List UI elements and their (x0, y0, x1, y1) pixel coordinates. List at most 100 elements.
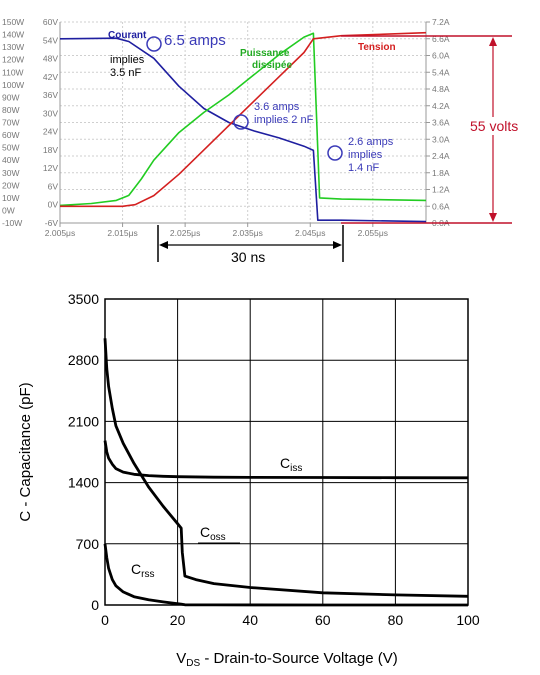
bottom-y-tick: 700 (76, 536, 100, 552)
top-x-tick: 2.035μs (232, 228, 262, 238)
top-left-tick-v: 12V (43, 163, 58, 173)
marker-3-6-amps (233, 114, 249, 130)
bottom-x-axis-label: VDS - Drain-to-Source Voltage (V) (176, 650, 398, 669)
bottom-y-tick: 0 (91, 597, 99, 613)
series-ciss-curve (103, 440, 469, 480)
bottom-x-tick: 40 (242, 612, 258, 628)
top-right-tick: 5.4A (432, 67, 450, 77)
top-right-axis-ticks: 7.2A 6.6A 6.0A 5.4A 4.8A 4.2A 3.6A 3.0A 2.4A 1.8A… (426, 17, 450, 228)
top-left-tick-v: 36V (43, 90, 58, 100)
top-left-tick-w: -10W (2, 218, 22, 228)
top-x-tick: 2.055μs (358, 228, 388, 238)
bottom-y-tick: 3500 (68, 291, 99, 307)
top-left-tick-w: 120W (2, 55, 24, 65)
series-crss-curve (103, 543, 468, 607)
marker-2-6-amps (327, 145, 343, 161)
top-x-tick: 2.025μs (170, 228, 200, 238)
top-left-tick-w: 30W (2, 168, 19, 178)
dim-30ns-arrowhead-left (159, 241, 168, 249)
top-right-tick: 1.8A (432, 168, 450, 178)
top-x-tick: 2.045μs (295, 228, 325, 238)
switching-waveform-chart: 150W 140W 130W 120W 110W 100W 90W 80W 70W 60W 50W 4… (2, 17, 526, 265)
top-right-tick: 0.6A (432, 201, 450, 211)
bottom-plot-frame (104, 298, 469, 606)
top-left-tick-v: 24V (43, 127, 58, 137)
top-left-tick-w: 80W (2, 105, 19, 115)
top-left-tick-w: 50W (2, 143, 19, 153)
top-left-tick-w: 10W (2, 193, 19, 203)
label-coss: Coss (200, 524, 226, 543)
top-right-tick: 3.6A (432, 118, 450, 128)
dim-55v-label-bg (468, 117, 526, 135)
top-left-tick-v: 60V (43, 17, 58, 27)
bottom-x-tick: 100 (456, 612, 480, 628)
top-right-tick: 1.2A (432, 185, 450, 195)
annot-2-6-amps-line2: implies (348, 149, 383, 161)
top-left-tick-v: 48V (43, 54, 58, 64)
bottom-x-tick: 20 (170, 612, 186, 628)
top-right-tick: 3.0A (432, 134, 450, 144)
series-coss-curve (103, 338, 469, 598)
dim-55v-arrowhead-top (489, 37, 497, 46)
annot-6-5-amps: 6.5 amps (164, 32, 226, 49)
top-right-tick: 4.8A (432, 84, 450, 94)
top-x-tick: 2.015μs (107, 228, 137, 238)
top-left-tick-w: 0W (2, 205, 15, 215)
top-left-axis-ticks: 150W 140W 130W 120W 110W 100W 90W 80W 70W 60W 50W 4… (2, 17, 58, 228)
bottom-y-axis-ticks: 0 700 1400 2100 2800 3500 (68, 291, 99, 613)
series-courant-line (59, 37, 427, 223)
top-left-tick-v: -6V (45, 218, 59, 228)
top-right-tick: 4.2A (432, 101, 450, 111)
series-tension-line (60, 31, 427, 208)
marker-6-5-amps (146, 36, 162, 52)
top-left-tick-w: 40W (2, 155, 19, 165)
top-left-tick-w: 130W (2, 42, 24, 52)
legend-courant: Courant (108, 30, 147, 41)
top-right-tick: 2.4A (432, 151, 450, 161)
top-left-tick-v: 42V (43, 72, 58, 82)
top-left-tick-w: 150W (2, 17, 24, 27)
annot-2-6-amps-line1: 2.6 amps (348, 136, 394, 148)
dim-55v-label: 55 volts (470, 118, 518, 134)
label-crss: Crss (131, 561, 154, 580)
bottom-y-tick: 2800 (68, 352, 99, 368)
bottom-series (103, 338, 469, 607)
bottom-x-tick: 60 (315, 612, 331, 628)
series-puissance-line (59, 32, 427, 207)
top-series (59, 31, 427, 223)
annot-implies-3-5nf-line1: implies (110, 54, 145, 66)
annot-3-6-amps-line1: 3.6 amps (254, 101, 300, 113)
top-left-tick-w: 110W (2, 67, 24, 77)
top-left-tick-v: 30V (43, 108, 58, 118)
top-left-tick-v: 18V (43, 145, 58, 155)
top-left-tick-v: 6V (48, 181, 59, 191)
bottom-x-axis-ticks: 0 20 40 60 80 100 (101, 612, 480, 628)
legend-tension: Tension (358, 42, 396, 53)
top-left-tick-w: 140W (2, 30, 24, 40)
bottom-gridlines (104, 298, 469, 606)
top-right-tick: 7.2A (432, 17, 450, 27)
top-left-tick-w: 90W (2, 92, 19, 102)
bottom-y-tick: 2100 (68, 413, 99, 429)
dim-30ns-label: 30 ns (231, 249, 265, 265)
label-ciss: Ciss (280, 455, 302, 474)
top-left-tick-w: 70W (2, 118, 19, 128)
annot-3-6-amps-line2: implies 2 nF (254, 114, 314, 126)
bottom-x-tick: 0 (101, 612, 109, 628)
top-left-tick-v: 54V (43, 35, 58, 45)
bottom-y-axis-label: C - Capacitance (pF) (17, 382, 34, 521)
annot-2-6-amps-line3: 1.4 nF (348, 162, 379, 174)
capacitance-chart: 0 700 1400 2100 2800 3500 0 20 40 60 80 100 Ciss C… (17, 291, 480, 669)
top-left-tick-w: 60W (2, 130, 19, 140)
top-left-tick-w: 20W (2, 180, 19, 190)
top-x-axis-ticks: 2.005μs 2.015μs 2.025μs 2.035μs 2.045μs 2.055… (45, 223, 388, 238)
legend-puissance: Puissance (240, 48, 290, 59)
dim-30ns-arrowhead-right (333, 241, 342, 249)
legend-dissipee: dissipée (252, 60, 292, 71)
bottom-x-tick: 80 (388, 612, 404, 628)
annot-implies-3-5nf-line2: 3.5 nF (110, 67, 141, 79)
top-left-tick-v: 0V (48, 200, 59, 210)
top-right-tick: 6.6A (432, 34, 450, 44)
